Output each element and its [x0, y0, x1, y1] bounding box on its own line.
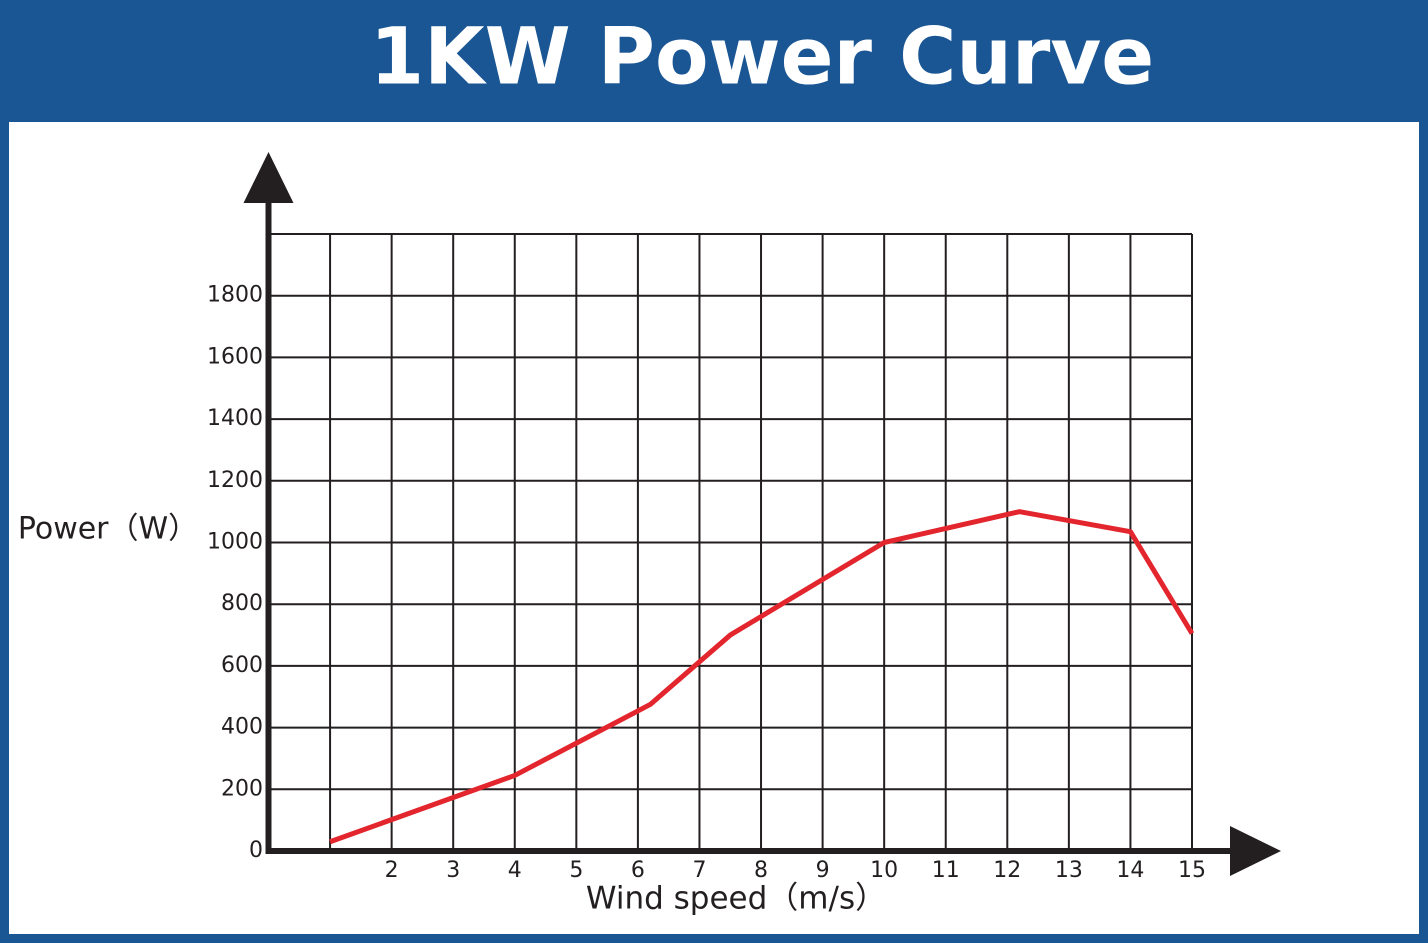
x-tick-label: 11 — [932, 858, 960, 883]
y-tick-label: 400 — [221, 715, 263, 740]
y-axis-label: Power（W） — [18, 512, 198, 547]
x-axis-arrow — [1230, 826, 1281, 876]
x-tick-label: 2 — [385, 858, 399, 883]
panel — [9, 122, 1419, 934]
y-tick-label: 1800 — [207, 283, 263, 308]
chart-title: 1KW Power Curve — [370, 12, 1154, 102]
y-tick-label: 200 — [221, 776, 263, 801]
x-tick-label: 15 — [1178, 858, 1206, 883]
x-tick-label: 12 — [993, 858, 1021, 883]
x-tick-label: 14 — [1116, 858, 1144, 883]
x-tick-label: 9 — [816, 858, 830, 883]
y-tick-label: 800 — [221, 591, 263, 616]
y-axis-arrow — [243, 152, 294, 203]
x-axis-label: Wind speed（m/s） — [586, 881, 886, 917]
y-tick-label: 600 — [221, 653, 263, 678]
x-tick-label: 5 — [569, 858, 583, 883]
x-tick-label: 3 — [446, 858, 460, 883]
x-tick-label: 7 — [692, 858, 706, 883]
x-tick-label: 4 — [508, 858, 522, 883]
data-line — [329, 509, 1195, 845]
y-tick-label: 1400 — [207, 406, 263, 431]
x-tick-label: 6 — [631, 858, 645, 883]
y-tick-label: 0 — [249, 838, 263, 863]
x-tick-label: 8 — [754, 858, 768, 883]
x-tick-label: 10 — [870, 858, 898, 883]
y-tick-label: 1000 — [207, 530, 263, 555]
y-tick-label: 1600 — [207, 344, 263, 369]
x-tick-label: 13 — [1055, 858, 1083, 883]
y-tick-label: 1200 — [207, 468, 263, 493]
